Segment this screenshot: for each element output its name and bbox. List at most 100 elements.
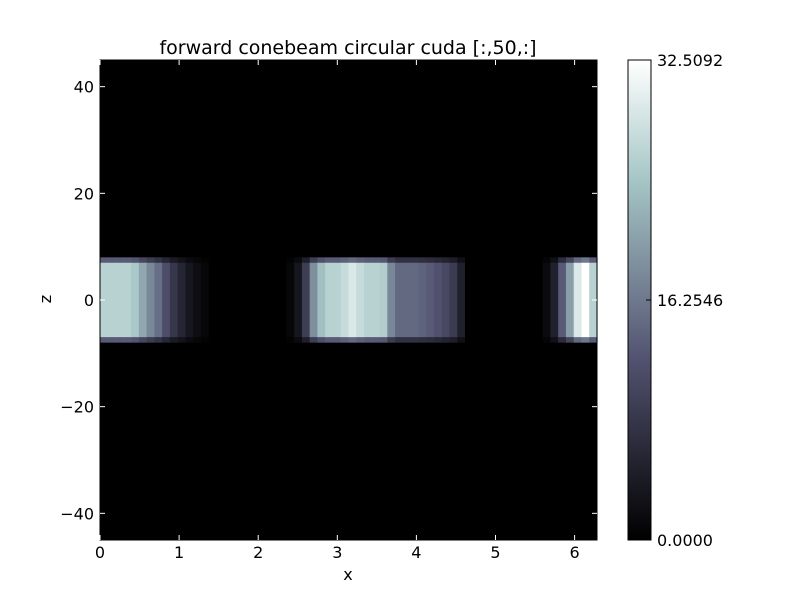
heatmap-cell: [239, 337, 249, 343]
y-axis-label: z: [36, 295, 55, 303]
heatmap-cell: [550, 337, 559, 343]
heatmap-cell: [131, 262, 140, 338]
x-axis-label: x: [343, 565, 352, 584]
heatmap-cell: [480, 262, 489, 338]
heatmap-cell: [200, 262, 210, 338]
heatmap-cell: [371, 337, 381, 343]
heatmap-cell: [169, 337, 179, 343]
heatmap-cell: [364, 257, 373, 263]
heatmap-cell: [589, 337, 598, 343]
heatmap-cell: [348, 262, 357, 338]
heatmap-cell: [138, 262, 148, 338]
heatmap-cell: [169, 257, 179, 263]
y-tick-label: 40: [74, 78, 94, 97]
heatmap-cell: [286, 257, 295, 263]
heatmap-cell: [472, 337, 482, 343]
heatmap-cell: [200, 257, 210, 263]
heatmap-cell: [115, 337, 124, 343]
heatmap-cell: [107, 337, 117, 343]
heatmap-cell: [519, 262, 528, 338]
x-tick-label: 3: [332, 543, 342, 562]
heatmap-cell: [177, 337, 187, 343]
heatmap-cell: [457, 337, 466, 343]
heatmap-cell: [309, 262, 319, 338]
heatmap-cell: [115, 262, 124, 338]
heatmap-cell: [402, 257, 412, 263]
heatmap-cell: [193, 257, 202, 263]
heatmap-cell: [185, 262, 194, 338]
heatmap-cell: [162, 257, 171, 263]
heatmap-cell: [410, 337, 419, 343]
heatmap-cell: [418, 257, 427, 263]
heatmap-cell: [433, 337, 443, 343]
heatmap-cell: [325, 262, 334, 338]
heatmap-cell: [278, 262, 287, 338]
heatmap-cell: [364, 337, 373, 343]
heatmap-cell: [123, 262, 132, 338]
heatmap-cell: [449, 257, 458, 263]
heatmap-cell: [154, 337, 163, 343]
heatmap-cell: [255, 262, 264, 338]
heatmap-cell: [565, 337, 575, 343]
heatmap-cell: [247, 262, 256, 338]
heatmap-cell: [286, 262, 295, 338]
heatmap-cell: [255, 337, 264, 343]
plot-area: [99, 59, 598, 541]
heatmap-cell: [239, 262, 249, 338]
colorbar: 32.5092 16.2546 0.0000: [627, 51, 723, 550]
heatmap-cell: [294, 257, 303, 263]
heatmap-cell: [247, 257, 256, 263]
heatmap-cell: [224, 257, 233, 263]
heatmap-cell: [527, 257, 536, 263]
heatmap-cell: [371, 257, 381, 263]
heatmap-cell: [123, 257, 132, 263]
heatmap-cell: [107, 262, 117, 338]
heatmap-cell: [511, 337, 520, 343]
heatmap-cell: [263, 262, 272, 338]
heatmap-cell: [131, 257, 140, 263]
heatmap-cell: [395, 337, 404, 343]
x-axis: 0 1 2 3 4 5 6: [95, 60, 580, 562]
heatmap-cell: [216, 257, 225, 263]
heatmap-cell: [534, 337, 544, 343]
heatmap-cell: [317, 257, 326, 263]
heatmap-cell: [558, 257, 567, 263]
heatmap-cell: [542, 262, 552, 338]
heatmap-cell: [449, 337, 458, 343]
heatmap-cell: [488, 262, 497, 338]
heatmap-cell: [395, 262, 404, 338]
heatmap-cell: [472, 257, 482, 263]
heatmap-cell: [426, 262, 435, 338]
heatmap-cell: [146, 262, 155, 338]
heatmap-cell: [309, 257, 319, 263]
heatmap-cell: [224, 337, 233, 343]
heatmap-cell: [464, 257, 474, 263]
heatmap-cell: [550, 262, 559, 338]
heatmap-cell: [154, 262, 163, 338]
heatmap-cell: [356, 257, 365, 263]
heatmap-cell: [511, 262, 520, 338]
heatmap-cell: [317, 262, 326, 338]
heatmap-cell: [301, 257, 311, 263]
heatmap-cell: [581, 262, 590, 338]
heatmap-cell: [464, 337, 474, 343]
heatmap-cell: [169, 262, 179, 338]
y-tick-label: −20: [60, 398, 94, 417]
y-tick-label: 0: [84, 291, 94, 310]
heatmap-cell: [146, 257, 155, 263]
heatmap-cell: [418, 262, 427, 338]
colorbar-tick-label: 32.5092: [657, 51, 723, 70]
heatmap-cell: [480, 337, 489, 343]
heatmap-cell: [503, 337, 513, 343]
heatmap-cell: [162, 262, 171, 338]
heatmap-cell: [503, 262, 513, 338]
y-tick-label: 20: [74, 184, 94, 203]
heatmap-cell: [263, 257, 272, 263]
y-tick-label: −40: [60, 504, 94, 523]
heatmap-cell: [573, 257, 583, 263]
heatmap-cell: [224, 262, 233, 338]
heatmap-cell: [565, 262, 575, 338]
x-tick-label: 6: [570, 543, 580, 562]
heatmap-cell: [581, 257, 590, 263]
